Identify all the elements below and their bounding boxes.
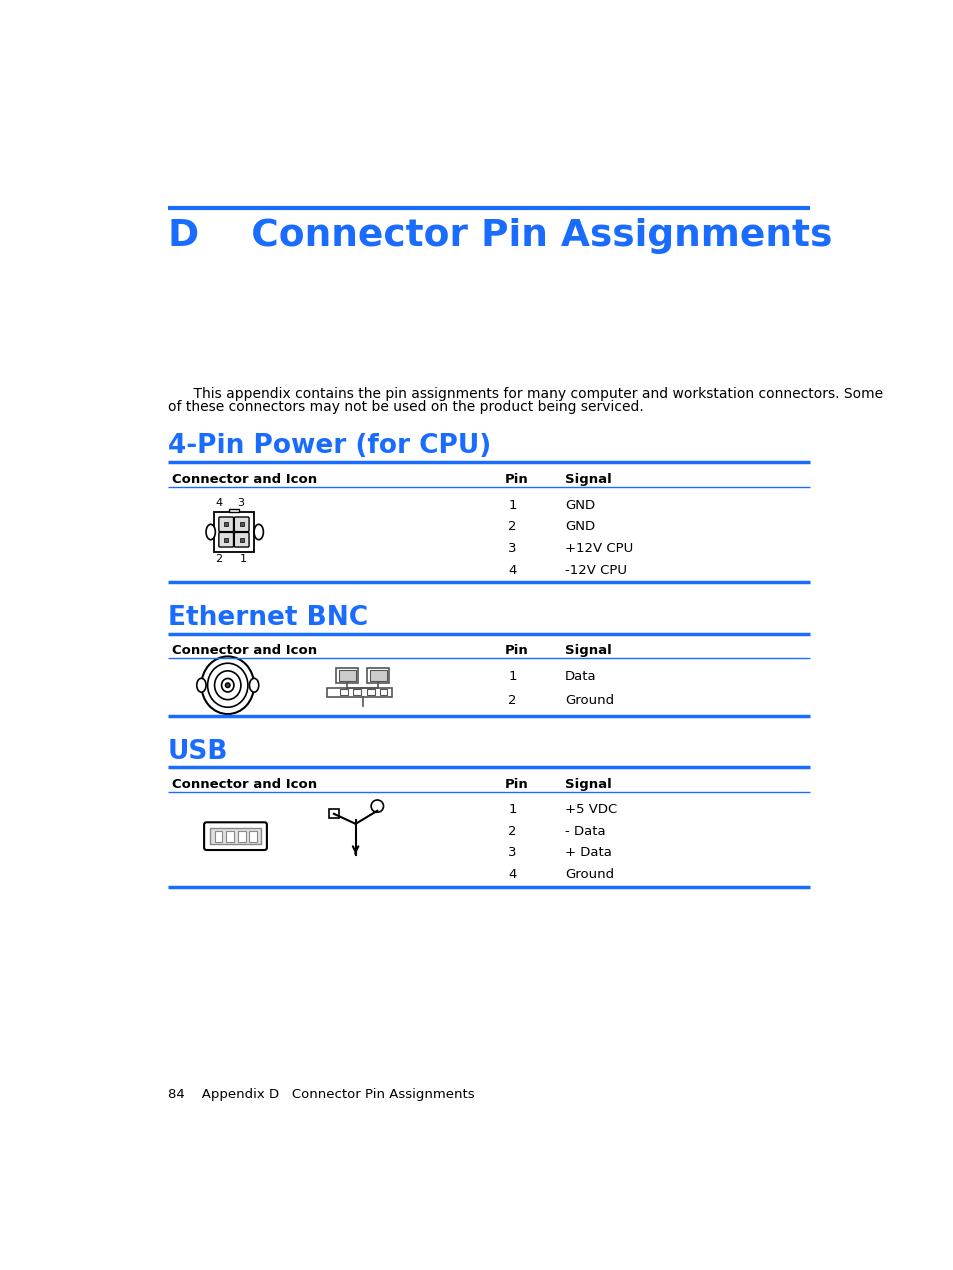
Bar [329, 809, 338, 818]
Bar [224, 537, 228, 541]
Bar [249, 831, 257, 842]
Ellipse shape [253, 525, 263, 540]
Bar [335, 668, 357, 683]
FancyBboxPatch shape [234, 532, 249, 547]
Text: 4: 4 [508, 564, 517, 577]
FancyBboxPatch shape [218, 517, 233, 532]
Bar [213, 512, 253, 552]
Text: Ground: Ground [564, 867, 614, 880]
Bar [214, 831, 222, 842]
Text: GND: GND [564, 521, 595, 533]
Ellipse shape [249, 678, 258, 692]
Text: 2: 2 [508, 695, 517, 707]
Ellipse shape [214, 671, 241, 700]
Ellipse shape [196, 678, 206, 692]
Bar [338, 669, 355, 681]
Text: USB: USB [168, 739, 229, 765]
Text: This appendix contains the pin assignments for many computer and workstation con: This appendix contains the pin assignmen… [175, 387, 882, 401]
Text: 4: 4 [215, 498, 222, 508]
Bar [340, 690, 348, 695]
Text: 1: 1 [508, 499, 517, 512]
Text: 3: 3 [508, 542, 517, 555]
Text: Connector and Icon: Connector and Icon [172, 472, 316, 485]
Bar [229, 508, 238, 512]
Text: 2: 2 [215, 554, 222, 564]
Bar [367, 690, 375, 695]
Bar [237, 831, 245, 842]
Text: D    Connector Pin Assignments: D Connector Pin Assignments [168, 218, 832, 254]
Text: 4: 4 [508, 867, 517, 880]
FancyBboxPatch shape [204, 822, 267, 850]
Text: -12V CPU: -12V CPU [564, 564, 626, 577]
Text: 3: 3 [508, 846, 517, 860]
Bar [369, 669, 386, 681]
Circle shape [225, 683, 230, 687]
Text: 4-Pin Power (for CPU): 4-Pin Power (for CPU) [168, 433, 491, 460]
Text: 84    Appendix D   Connector Pin Assignments: 84 Appendix D Connector Pin Assignments [168, 1088, 475, 1101]
FancyBboxPatch shape [218, 532, 233, 547]
Bar [224, 522, 228, 526]
Bar [210, 828, 260, 843]
Text: 1: 1 [508, 669, 517, 683]
FancyBboxPatch shape [234, 517, 249, 532]
Text: 3: 3 [236, 498, 244, 508]
Bar [226, 831, 233, 842]
Text: Pin: Pin [504, 472, 528, 485]
Text: +12V CPU: +12V CPU [564, 542, 633, 555]
Text: Ground: Ground [564, 695, 614, 707]
Circle shape [371, 800, 383, 813]
Text: Connector and Icon: Connector and Icon [172, 644, 316, 658]
Ellipse shape [221, 678, 233, 692]
Bar [353, 690, 360, 695]
Text: 1: 1 [240, 554, 247, 564]
Text: 2: 2 [508, 824, 517, 838]
Text: Pin: Pin [504, 644, 528, 658]
Text: Ethernet BNC: Ethernet BNC [168, 606, 368, 631]
Bar [327, 687, 392, 697]
Text: Data: Data [564, 669, 596, 683]
Text: Signal: Signal [564, 644, 611, 658]
Ellipse shape [208, 663, 248, 707]
Bar [239, 522, 243, 526]
Text: Connector and Icon: Connector and Icon [172, 777, 316, 791]
Text: Signal: Signal [564, 777, 611, 791]
Text: +5 VDC: +5 VDC [564, 803, 617, 817]
Text: 1: 1 [508, 803, 517, 817]
Text: + Data: + Data [564, 846, 611, 860]
Bar [239, 537, 243, 541]
Text: Signal: Signal [564, 472, 611, 485]
Text: Pin: Pin [504, 777, 528, 791]
Text: of these connectors may not be used on the product being serviced.: of these connectors may not be used on t… [168, 400, 643, 414]
Text: - Data: - Data [564, 824, 605, 838]
Text: 2: 2 [508, 521, 517, 533]
Ellipse shape [201, 657, 253, 714]
Text: GND: GND [564, 499, 595, 512]
Bar [367, 668, 389, 683]
Ellipse shape [206, 525, 215, 540]
Bar [379, 690, 387, 695]
